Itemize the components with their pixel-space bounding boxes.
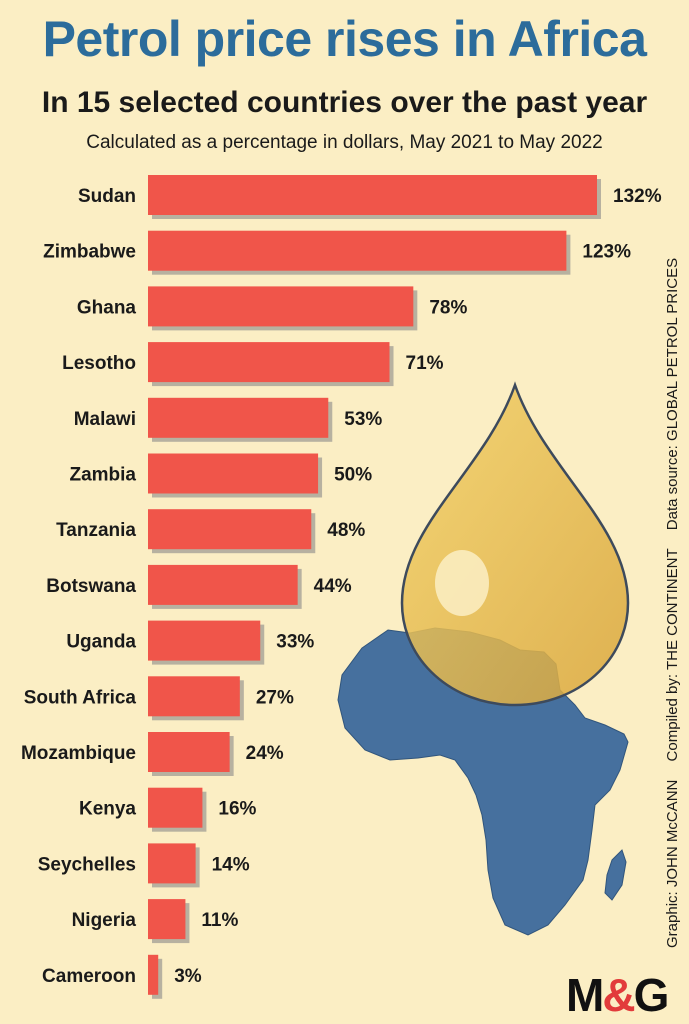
bar-kenya (148, 787, 203, 828)
chart-note: Calculated as a percentage in dollars, M… (86, 132, 603, 153)
category-label-seychelles: Seychelles (38, 854, 136, 875)
bar-south-africa (148, 676, 240, 717)
bar-zimbabwe (148, 230, 567, 271)
category-label-zimbabwe: Zimbabwe (43, 242, 136, 263)
credit-source: Data source: GLOBAL PETROL PRICES (664, 257, 681, 531)
value-label-sudan: 132% (613, 186, 662, 207)
oil-drop-icon (400, 381, 630, 707)
logo-m: M (566, 969, 604, 1021)
logo-amp: & (602, 969, 635, 1021)
value-label-malawi: 53% (344, 409, 382, 430)
bar-nigeria (148, 899, 186, 940)
category-label-lesotho: Lesotho (62, 353, 136, 374)
credit-graphic: Graphic: JOHN McCANN (664, 779, 681, 948)
value-label-mozambique: 24% (246, 743, 284, 764)
credit-compiled: Compiled by: THE CONTINENT (664, 548, 681, 762)
category-label-sudan: Sudan (78, 186, 136, 207)
drop-highlight (435, 550, 489, 616)
value-label-cameroon: 3% (174, 966, 202, 987)
value-label-seychelles: 14% (212, 854, 250, 875)
bar-mozambique (148, 732, 230, 772)
madagascar-map (604, 849, 627, 901)
decoration (337, 381, 630, 936)
chart-title: Petrol price rises in Africa (42, 11, 647, 67)
value-label-zambia: 50% (334, 465, 372, 486)
credit-line: Graphic: JOHN McCANN Compiled by: THE CO… (664, 244, 681, 948)
bar-ghana (148, 286, 414, 327)
category-label-nigeria: Nigeria (72, 910, 137, 931)
bars-group: Sudan 132% Zimbabwe 123% Ghana 78% Lesotho 71% M… (21, 175, 662, 999)
value-label-kenya: 16% (218, 799, 256, 820)
bar-malawi (148, 397, 329, 438)
bar-tanzania (148, 509, 312, 550)
value-label-tanzania: 48% (327, 520, 365, 541)
category-label-botswana: Botswana (46, 576, 136, 597)
value-label-uganda: 33% (276, 632, 314, 653)
mg-logo: M&G (566, 968, 670, 1022)
bar-lesotho (148, 342, 390, 383)
value-label-nigeria: 11% (201, 910, 238, 931)
bar-cameroon (148, 954, 159, 995)
value-label-south-africa: 27% (256, 687, 294, 708)
logo-g: G (633, 969, 670, 1021)
category-label-ghana: Ghana (77, 297, 137, 318)
bar-zambia (148, 453, 319, 494)
category-label-uganda: Uganda (66, 632, 136, 653)
category-label-tanzania: Tanzania (56, 520, 136, 541)
bar-botswana (148, 564, 298, 605)
category-label-zambia: Zambia (69, 465, 136, 486)
category-label-kenya: Kenya (79, 799, 136, 820)
bar-sudan (148, 175, 597, 215)
bar-uganda (148, 620, 261, 661)
value-label-ghana: 78% (429, 297, 467, 318)
value-label-lesotho: 71% (406, 353, 444, 374)
value-label-zimbabwe: 123% (582, 242, 631, 263)
value-label-botswana: 44% (314, 576, 352, 597)
category-label-cameroon: Cameroon (42, 966, 136, 987)
category-label-mozambique: Mozambique (21, 743, 136, 764)
category-label-malawi: Malawi (74, 409, 136, 430)
bar-seychelles (148, 843, 196, 884)
category-label-south-africa: South Africa (24, 687, 137, 708)
chart-subtitle: In 15 selected countries over the past y… (41, 86, 648, 119)
